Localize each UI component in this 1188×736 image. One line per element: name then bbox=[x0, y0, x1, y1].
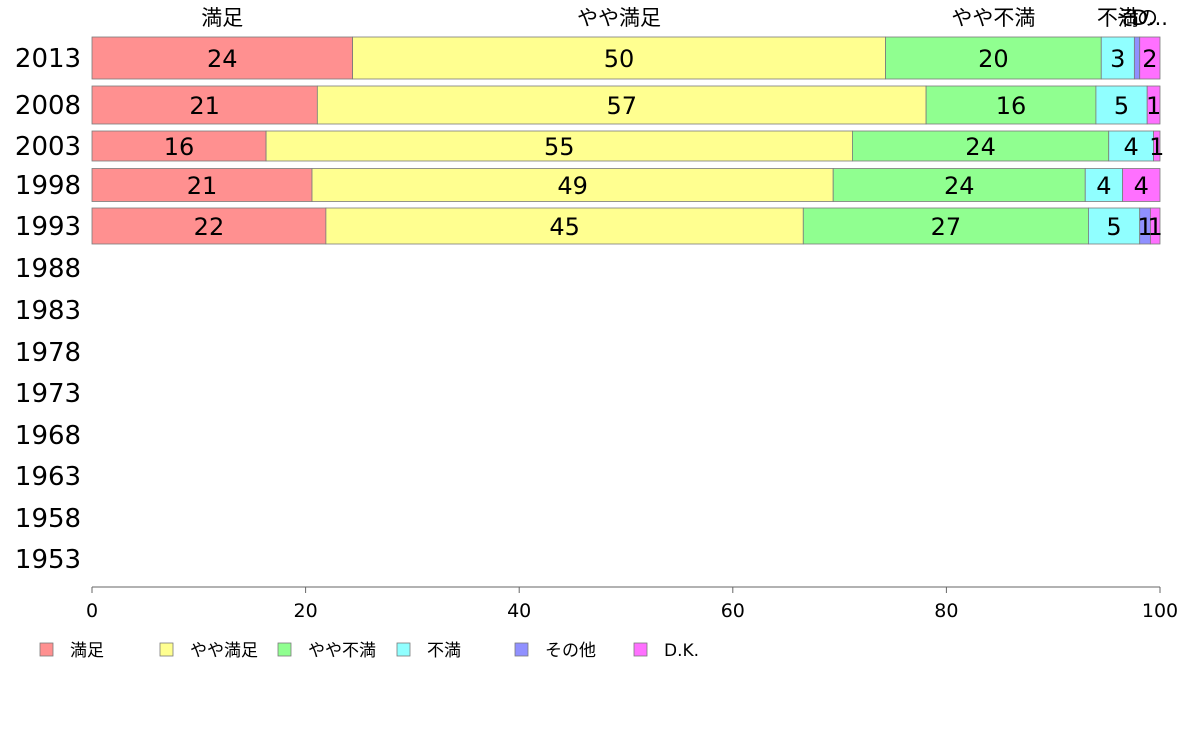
bar-value-label: 45 bbox=[549, 213, 580, 241]
bar-segment bbox=[1084, 168, 1124, 202]
top-category-label: やや不満 bbox=[951, 6, 1035, 30]
bar-value-label: 24 bbox=[207, 45, 238, 73]
legend-swatch bbox=[159, 642, 174, 657]
legend-label: やや満足 bbox=[190, 641, 258, 661]
bar-segment bbox=[311, 168, 834, 202]
bar-segment bbox=[925, 85, 1097, 125]
legend-label: 満足 bbox=[70, 641, 104, 661]
legend-swatch bbox=[277, 642, 292, 657]
year-label: 1953 bbox=[15, 545, 81, 575]
year-label: 1993 bbox=[15, 212, 81, 242]
top-category-label: その bbox=[1116, 6, 1158, 30]
bar-value-label: 24 bbox=[965, 133, 996, 161]
bar-segment bbox=[91, 36, 353, 80]
bars-group: 24 50 20 3 221 57 16 5 116 55 24 4 121 49 24 4 422 45 27 5 1… bbox=[91, 36, 1164, 245]
bar-segment bbox=[91, 207, 327, 245]
year-label: 1983 bbox=[15, 296, 81, 326]
bar-value-label: 27 bbox=[931, 213, 962, 241]
top-category-label: D... bbox=[1132, 6, 1168, 30]
bar-value-label: 57 bbox=[606, 92, 637, 120]
x-tick-label: 60 bbox=[721, 600, 745, 622]
bar-value-label: 24 bbox=[944, 172, 975, 200]
bar-segment bbox=[1146, 85, 1161, 125]
bar-value-label: 16 bbox=[164, 133, 195, 161]
bar-value-label: 55 bbox=[544, 133, 575, 161]
year-label: 1963 bbox=[15, 462, 81, 492]
legend-label: その他 bbox=[545, 641, 596, 661]
bar-value-label: 1 bbox=[1137, 213, 1152, 241]
bar-segment bbox=[1095, 85, 1148, 125]
year-label: 1978 bbox=[15, 338, 81, 368]
legend-swatch bbox=[633, 642, 648, 657]
x-tick-label: 20 bbox=[294, 600, 318, 622]
year-label: 1998 bbox=[15, 171, 81, 201]
bar-value-label: 49 bbox=[557, 172, 588, 200]
bar-value-label: 21 bbox=[189, 92, 220, 120]
top-category-label: 不満 bbox=[1097, 6, 1139, 30]
year-label: 1988 bbox=[15, 254, 81, 284]
bar-segment bbox=[852, 130, 1110, 162]
year-label: 2013 bbox=[15, 44, 81, 74]
legend-label: やや不満 bbox=[308, 641, 376, 661]
x-tick-label: 0 bbox=[86, 600, 98, 622]
year-label: 1973 bbox=[15, 379, 81, 409]
year-label: 1968 bbox=[15, 421, 81, 451]
bar-value-label: 4 bbox=[1096, 172, 1111, 200]
bar-segment bbox=[1100, 36, 1135, 80]
year-axis-labels: 2013 2008 2003 1998 1993 1988 1983 1978 1973 1968… bbox=[15, 44, 81, 575]
top-category-label: 満足 bbox=[201, 6, 243, 30]
x-tick-label: 80 bbox=[934, 600, 958, 622]
x-tick-label: 40 bbox=[507, 600, 531, 622]
bar-segment bbox=[91, 168, 313, 202]
legend-swatch bbox=[396, 642, 411, 657]
bar-value-label: 2 bbox=[1142, 45, 1157, 73]
bar-value-label: 50 bbox=[604, 45, 635, 73]
legend-swatch bbox=[514, 642, 529, 657]
top-category-label: やや満足 bbox=[577, 6, 661, 30]
year-label: 2003 bbox=[15, 132, 81, 162]
legend-label: D.K. bbox=[664, 641, 699, 661]
legend-label: 不満 bbox=[427, 641, 461, 661]
year-label: 1958 bbox=[15, 504, 81, 534]
bar-value-label: 16 bbox=[996, 92, 1027, 120]
bar-value-label: 1 bbox=[1146, 92, 1161, 120]
bar-segment bbox=[1153, 130, 1161, 162]
bar-segment bbox=[1139, 36, 1161, 80]
year-label: 2008 bbox=[15, 91, 81, 121]
bar-value-label: 21 bbox=[187, 172, 218, 200]
bar-segment bbox=[832, 168, 1086, 202]
bar-segment bbox=[325, 207, 804, 245]
x-axis: 0 20 40 60 80 100 bbox=[86, 586, 1178, 622]
bar-value-label: 1 bbox=[1148, 213, 1163, 241]
bar-segment bbox=[1149, 207, 1161, 245]
legend: 満足 やや満足 やや不満 不満 その他 D.K. bbox=[39, 641, 699, 661]
bar-value-label: 20 bbox=[978, 45, 1009, 73]
bar-segment bbox=[265, 130, 853, 162]
bar-value-label: 22 bbox=[194, 213, 225, 241]
bar-value-label: 3 bbox=[1110, 45, 1125, 73]
legend-swatch bbox=[39, 642, 54, 657]
x-tick-label: 100 bbox=[1142, 600, 1178, 622]
bar-value-label: 5 bbox=[1106, 213, 1121, 241]
bar-value-label: 1 bbox=[1149, 133, 1164, 161]
bar-value-label: 5 bbox=[1114, 92, 1129, 120]
bar-segment bbox=[1088, 207, 1141, 245]
bar-segment bbox=[802, 207, 1089, 245]
bar-segment bbox=[1122, 168, 1161, 202]
top-category-labels: 満足 やや満足 やや不満 不満そのD... bbox=[201, 6, 1168, 30]
bar-segment bbox=[91, 130, 267, 162]
bar-segment bbox=[1133, 36, 1141, 80]
bar-segment bbox=[316, 85, 927, 125]
bar-value-label: 4 bbox=[1134, 172, 1149, 200]
bar-value-label: 4 bbox=[1124, 133, 1139, 161]
bar-segment bbox=[91, 85, 318, 125]
